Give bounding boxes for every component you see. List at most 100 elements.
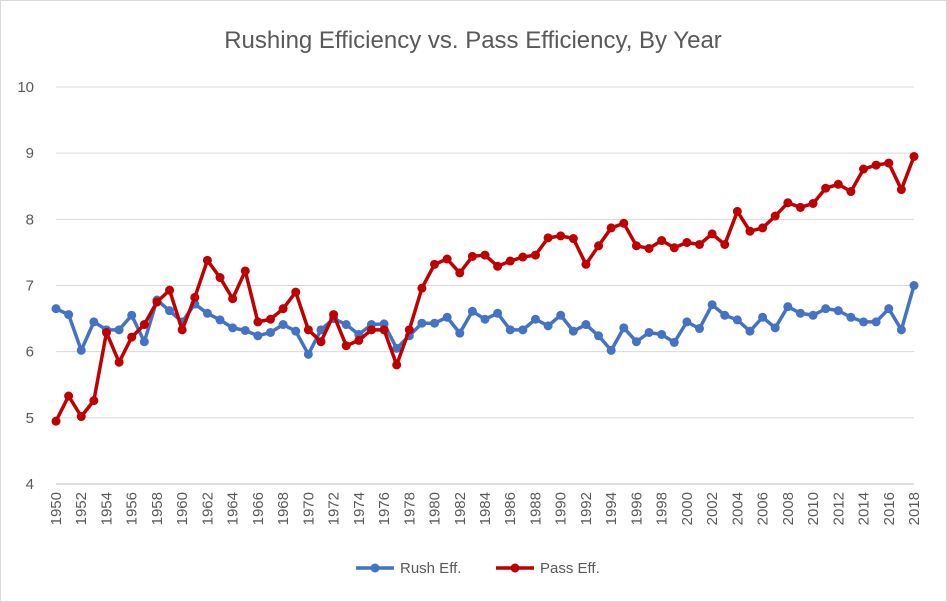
data-point <box>846 312 856 322</box>
x-tick-label: 1998 <box>654 492 671 525</box>
series-group <box>51 151 919 426</box>
legend-label: Pass Eff. <box>540 560 600 577</box>
legend-item: Pass Eff. <box>496 560 600 577</box>
data-point <box>631 337 641 347</box>
data-point <box>695 324 704 334</box>
data-point <box>417 318 427 328</box>
data-point <box>278 304 288 314</box>
data-point <box>127 332 137 342</box>
data-point <box>530 314 540 324</box>
data-point <box>467 306 477 316</box>
y-tick-label: 6 <box>26 344 34 361</box>
chart-title: Rushing Efficiency vs. Pass Efficiency, … <box>224 27 722 54</box>
data-point <box>543 321 553 331</box>
data-point <box>896 185 906 195</box>
data-point <box>51 416 61 426</box>
series-pass <box>51 151 919 426</box>
data-point <box>165 285 175 295</box>
y-tick-label: 10 <box>17 79 34 96</box>
x-tick-label: 1962 <box>199 492 216 525</box>
data-point <box>303 349 313 359</box>
data-point <box>291 287 301 297</box>
data-point <box>392 343 402 353</box>
data-point <box>430 318 440 328</box>
data-point <box>896 325 906 335</box>
x-tick-label: 1974 <box>351 492 368 525</box>
data-point <box>795 308 805 318</box>
data-point <box>783 302 793 312</box>
data-point <box>745 326 755 336</box>
data-point <box>89 317 99 327</box>
data-point <box>442 254 452 264</box>
data-point <box>833 179 843 189</box>
data-point <box>228 323 238 333</box>
data-point <box>76 345 86 355</box>
data-point <box>253 331 263 341</box>
data-point <box>404 325 414 335</box>
x-tick-label: 1984 <box>477 492 494 525</box>
data-point <box>770 211 780 221</box>
x-tick-label: 2018 <box>906 492 923 525</box>
data-point <box>833 306 843 316</box>
x-tick-label: 1976 <box>376 492 393 525</box>
data-point <box>278 320 288 330</box>
data-point <box>619 218 629 228</box>
data-point <box>392 360 402 370</box>
x-tick-label: 1958 <box>149 492 166 525</box>
data-point <box>859 317 869 327</box>
data-point <box>455 268 465 278</box>
data-point <box>808 310 818 320</box>
data-point <box>669 243 679 253</box>
data-point <box>303 325 313 335</box>
data-point <box>871 317 881 327</box>
data-point <box>228 294 238 304</box>
data-point <box>581 259 591 269</box>
x-tick-label: 2006 <box>755 492 772 525</box>
data-point <box>644 243 654 253</box>
data-point <box>329 310 339 320</box>
data-point <box>480 314 490 324</box>
data-point <box>707 300 717 310</box>
data-point <box>76 412 86 422</box>
data-point <box>884 304 894 314</box>
data-point <box>266 314 275 324</box>
data-point <box>51 304 61 314</box>
data-point <box>64 391 74 401</box>
x-tick-label: 1996 <box>628 492 645 525</box>
x-tick-label: 1982 <box>452 492 469 525</box>
x-tick-label: 1988 <box>527 492 544 525</box>
data-point <box>808 198 818 208</box>
data-point <box>720 310 730 320</box>
data-point <box>505 325 515 335</box>
data-point <box>165 306 175 316</box>
data-point <box>152 297 162 307</box>
x-tick-label: 1970 <box>300 492 317 525</box>
legend-item: Rush Eff. <box>356 560 461 577</box>
data-point <box>745 226 755 236</box>
data-point <box>619 323 629 333</box>
data-point <box>89 396 99 406</box>
data-point <box>202 255 212 265</box>
y-tick-label: 5 <box>26 410 34 427</box>
x-tick-label: 1990 <box>553 492 570 525</box>
data-point <box>606 345 616 355</box>
data-point <box>821 304 831 314</box>
data-point <box>341 320 351 330</box>
legend-label: Rush Eff. <box>400 560 461 577</box>
data-point <box>379 325 389 335</box>
x-tick-label: 1980 <box>427 492 444 525</box>
data-point <box>530 250 540 260</box>
x-tick-label: 2014 <box>856 492 873 525</box>
data-point <box>139 337 149 347</box>
data-point <box>455 328 465 338</box>
data-point <box>215 273 225 283</box>
series-line <box>54 155 916 422</box>
data-point <box>190 292 200 302</box>
data-point <box>556 231 566 241</box>
data-point <box>707 229 717 239</box>
x-tick-label: 2016 <box>881 492 898 525</box>
data-point <box>568 234 578 244</box>
x-tick-label: 2008 <box>780 492 797 525</box>
data-point <box>177 325 187 335</box>
data-point <box>127 310 137 320</box>
